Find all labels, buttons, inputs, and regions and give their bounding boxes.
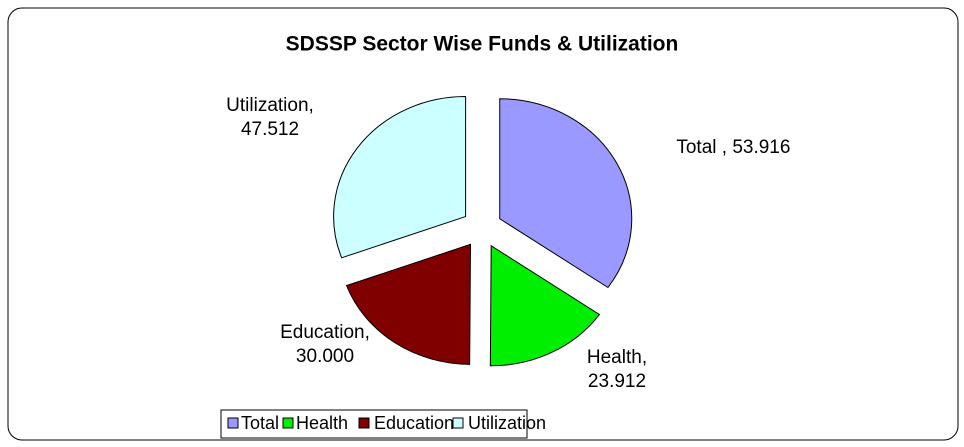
legend-label: Utilization xyxy=(468,413,546,433)
legend-label: Education xyxy=(374,413,454,433)
chart-border xyxy=(7,7,959,441)
chart-title: SDSSP Sector Wise Funds & Utilization xyxy=(286,33,679,56)
legend-box xyxy=(220,409,528,439)
legend-label: Total xyxy=(241,413,279,433)
data-label: Total , 53.916 xyxy=(676,137,791,158)
data-label: Utilization, 47.512 xyxy=(226,95,314,140)
legend-swatch xyxy=(282,417,294,429)
data-label: Education, 30.000 xyxy=(280,322,370,367)
pie-slice xyxy=(489,244,601,367)
legend-swatch xyxy=(452,417,464,429)
data-label: Health, 23.912 xyxy=(586,347,648,392)
legend-label: Health xyxy=(296,413,348,433)
legend-swatch xyxy=(227,417,239,429)
pie-slice xyxy=(345,243,471,365)
pie-slice xyxy=(499,98,633,289)
legend-swatch xyxy=(358,417,370,429)
pie-slice xyxy=(333,96,467,259)
